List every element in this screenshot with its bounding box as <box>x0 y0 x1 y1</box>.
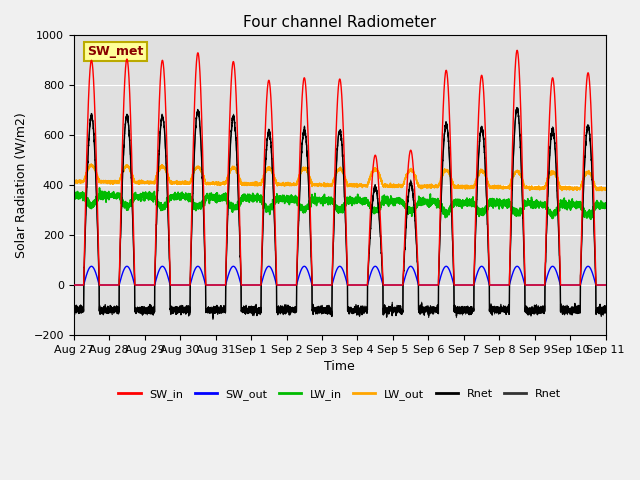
Title: Four channel Radiometer: Four channel Radiometer <box>243 15 436 30</box>
Y-axis label: Solar Radiation (W/m2): Solar Radiation (W/m2) <box>15 112 28 258</box>
X-axis label: Time: Time <box>324 360 355 373</box>
Text: SW_met: SW_met <box>87 45 143 58</box>
Legend: SW_in, SW_out, LW_in, LW_out, Rnet, Rnet: SW_in, SW_out, LW_in, LW_out, Rnet, Rnet <box>114 384 566 404</box>
